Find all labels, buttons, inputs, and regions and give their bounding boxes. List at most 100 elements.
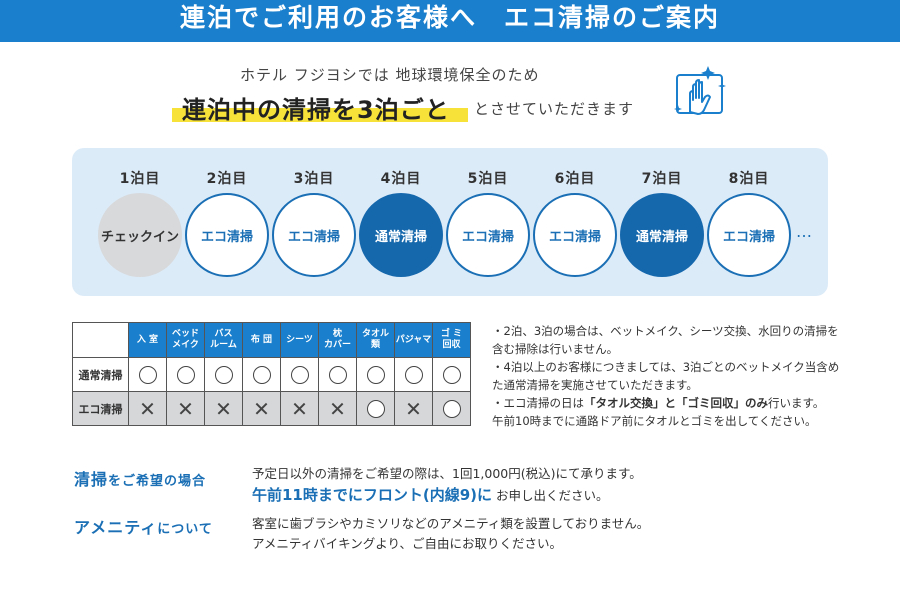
table-cell bbox=[204, 357, 243, 392]
table-cell: ✕ bbox=[128, 391, 167, 426]
page-title: 連泊でご利用のお客様へ エコ清掃のご案内 bbox=[179, 3, 720, 32]
intro-line: ホテル フジヨシでは 地球環境保全のため bbox=[240, 66, 540, 84]
request-contact: 午前11時までにフロント(内線9)に お申し出ください。 bbox=[252, 485, 609, 506]
table-cell: ✕ bbox=[318, 391, 357, 426]
heading-part: 清掃 bbox=[74, 470, 109, 489]
night-label: 6泊目 bbox=[554, 171, 596, 187]
circle-mark-icon bbox=[366, 399, 385, 418]
column-header-line: ゴ ミ bbox=[440, 329, 463, 339]
table-cell: ✕ bbox=[280, 391, 319, 426]
column-header: 布 団 bbox=[242, 322, 281, 358]
night-label: 2泊目 bbox=[206, 171, 248, 187]
cross-mark-icon: ✕ bbox=[329, 396, 346, 421]
table-cell: ✕ bbox=[242, 391, 281, 426]
table-cell: ✕ bbox=[394, 391, 433, 426]
night-label: 5泊目 bbox=[467, 171, 509, 187]
row-label: 通常清掃 bbox=[72, 357, 129, 392]
request-contact-tail: お申し出ください。 bbox=[496, 488, 609, 503]
circle-mark-icon bbox=[138, 365, 157, 384]
circle-mark-icon bbox=[404, 365, 423, 384]
heading-part: アメニティ bbox=[74, 518, 158, 537]
column-header: シーツ bbox=[280, 322, 319, 358]
column-header: ベッド メイク bbox=[166, 322, 205, 358]
circle-mark-icon bbox=[366, 365, 385, 384]
table-row-normal: 通常清掃 bbox=[72, 357, 471, 392]
note-text: ・エコ清掃の日は bbox=[492, 396, 584, 410]
heading-part: について bbox=[157, 522, 213, 537]
intro-highlight: 連泊中の清掃を3泊ごと bbox=[182, 96, 450, 124]
table-cell bbox=[280, 357, 319, 392]
request-contact-emphasis: 午前11時までにフロント(内線9)に bbox=[252, 486, 493, 504]
table-header-row: 入 室 ベッド メイク バス ルーム 布 団 シーツ 枕カバー タオル類 パジャマ … bbox=[72, 322, 471, 358]
table-cell bbox=[356, 357, 395, 392]
note-item: ・エコ清掃の日は「タオル交換」と「ゴミ回収」のみ行います。 午前10時までに通路ド… bbox=[492, 394, 842, 430]
note-emphasis: 「タオル交換」と「ゴミ回収」のみ bbox=[584, 396, 768, 410]
column-header: 枕カバー bbox=[318, 322, 357, 358]
request-heading: 清掃をご希望の場合 bbox=[74, 466, 206, 490]
column-header: バス ルーム bbox=[204, 322, 243, 358]
highlight-marker bbox=[172, 108, 468, 122]
column-header: パジャマ bbox=[394, 322, 433, 358]
column-header-line: メイク bbox=[172, 340, 199, 350]
column-header-line: 類 bbox=[370, 340, 380, 350]
day-status-normal: 通常清掃 bbox=[359, 193, 443, 277]
table-cell: ✕ bbox=[166, 391, 205, 426]
night-label: 8泊目 bbox=[728, 171, 770, 187]
day-status-checkin: チェックイン bbox=[98, 193, 182, 277]
column-header: ゴ ミ回収 bbox=[432, 322, 471, 358]
column-header-line: 布 団 bbox=[250, 334, 273, 345]
column-header-line: ベッド bbox=[171, 329, 199, 339]
cross-mark-icon: ✕ bbox=[177, 396, 194, 421]
intro-tail: とさせていただきます bbox=[474, 100, 635, 118]
cross-mark-icon: ✕ bbox=[253, 396, 270, 421]
table-cell bbox=[128, 357, 167, 392]
cross-mark-icon: ✕ bbox=[139, 396, 156, 421]
column-header-line: パジャマ bbox=[395, 334, 432, 345]
column-header-line: ルーム bbox=[210, 340, 237, 350]
table-cell bbox=[242, 357, 281, 392]
table-cell bbox=[356, 391, 395, 426]
table-cell bbox=[166, 357, 205, 392]
cross-mark-icon: ✕ bbox=[291, 396, 308, 421]
cross-mark-icon: ✕ bbox=[215, 396, 232, 421]
cleaning-hand-sparkle-icon bbox=[674, 66, 726, 115]
amenity-heading: アメニティについて bbox=[74, 514, 213, 538]
day-status-eco: エコ清掃 bbox=[185, 193, 269, 277]
table-corner bbox=[72, 322, 129, 358]
more-ellipsis: … bbox=[796, 222, 813, 241]
header-bar bbox=[0, 0, 900, 42]
cross-mark-icon: ✕ bbox=[405, 396, 422, 421]
table-row-eco: エコ清掃 ✕ ✕ ✕ ✕ ✕ ✕ ✕ bbox=[72, 391, 471, 426]
day-status-eco: エコ清掃 bbox=[272, 193, 356, 277]
column-header: 入 室 bbox=[128, 322, 167, 358]
amenity-text: 客室に歯ブラシやカミソリなどのアメニティ類を設置しておりません。 bbox=[252, 516, 650, 531]
circle-mark-icon bbox=[252, 365, 271, 384]
table-cell bbox=[432, 391, 471, 426]
night-label: 4泊目 bbox=[380, 171, 422, 187]
row-label: エコ清掃 bbox=[72, 391, 129, 426]
note-text: 午前10時までに通路ドア前にタオルとゴミを出してください。 bbox=[492, 414, 817, 428]
heading-part: をご希望の場合 bbox=[108, 474, 207, 489]
request-text: 予定日以外の清掃をご希望の際は、1回1,000円(税込)にて承ります。 bbox=[252, 466, 642, 481]
table-cell bbox=[318, 357, 357, 392]
column-header-line: 入 室 bbox=[136, 334, 159, 345]
circle-mark-icon bbox=[442, 399, 461, 418]
day-status-normal: 通常清掃 bbox=[620, 193, 704, 277]
column-header: タオル類 bbox=[356, 322, 395, 358]
circle-mark-icon bbox=[328, 365, 347, 384]
day-status-eco: エコ清掃 bbox=[707, 193, 791, 277]
circle-mark-icon bbox=[290, 365, 309, 384]
table-cell: ✕ bbox=[204, 391, 243, 426]
column-header-line: シーツ bbox=[286, 334, 313, 345]
column-header-line: 回収 bbox=[442, 340, 461, 350]
service-table: 入 室 ベッド メイク バス ルーム 布 団 シーツ 枕カバー タオル類 パジャマ … bbox=[72, 322, 471, 426]
circle-mark-icon bbox=[214, 365, 233, 384]
column-header-line: タオル bbox=[361, 329, 389, 339]
table-cell bbox=[394, 357, 433, 392]
amenity-text: アメニティバイキングより、ご自由にお取りください。 bbox=[252, 536, 563, 551]
column-header-line: バス bbox=[214, 329, 233, 339]
note-item: ・2泊、3泊の場合は、ベットメイク、シーツ交換、水回りの清掃を含む掃除は行いませ… bbox=[492, 324, 839, 356]
column-header-line: 枕 bbox=[332, 329, 342, 339]
night-label: 1泊目 bbox=[119, 171, 161, 187]
day-status-eco: エコ清掃 bbox=[533, 193, 617, 277]
